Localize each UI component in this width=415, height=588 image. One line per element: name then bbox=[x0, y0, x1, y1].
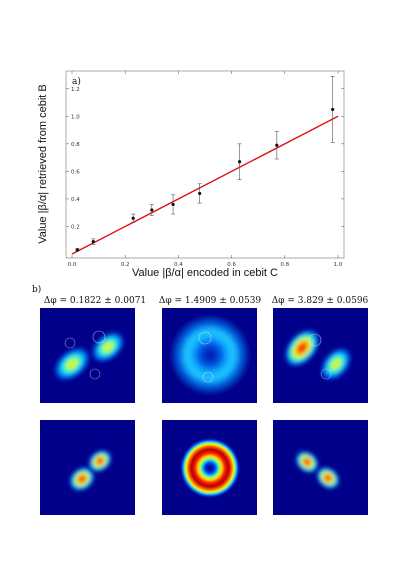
simulated-image-1 bbox=[40, 420, 135, 515]
data-point bbox=[237, 160, 242, 164]
y-tick-label: 1.0 bbox=[71, 114, 80, 120]
data-point bbox=[131, 216, 135, 220]
plot-frame bbox=[65, 70, 345, 259]
data-point bbox=[198, 191, 202, 196]
panel-b-images: b) Δφ = 0.1822 ± 0.0071 Δφ = 1.4909 ± 0.… bbox=[32, 284, 369, 515]
y-axis-ticks: 0.2 0.4 0.6 0.8 1.0 1.2 bbox=[66, 87, 344, 230]
x-tick-label: 0.4 bbox=[174, 262, 183, 268]
x-tick-label: 0.8 bbox=[280, 262, 289, 268]
y-tick-label: 0.8 bbox=[71, 142, 80, 148]
data-point bbox=[75, 248, 79, 252]
data-point bbox=[331, 107, 335, 112]
fit-line bbox=[71, 115, 339, 255]
simulated-image-2 bbox=[162, 420, 257, 515]
x-tick-label: 1.0 bbox=[334, 262, 343, 268]
data-point bbox=[150, 208, 154, 212]
data-point bbox=[275, 143, 279, 147]
measured-image-1 bbox=[40, 308, 135, 403]
y-tick-label: 0.4 bbox=[71, 197, 80, 203]
x-tick-label: 0.0 bbox=[68, 262, 77, 268]
dphi-label-2: Δφ = 1.4909 ± 0.0539 bbox=[159, 296, 262, 306]
fit-line-segment bbox=[71, 115, 339, 255]
x-tick-label: 0.2 bbox=[121, 262, 130, 268]
x-axis-title: Value |β/α| encoded in cebit C bbox=[132, 267, 278, 279]
y-axis-title: Value |β/α| retrieved from cebit B bbox=[37, 84, 49, 243]
panel-a-label: a) bbox=[72, 76, 81, 87]
data-points bbox=[75, 76, 335, 252]
simulated-image-3 bbox=[273, 420, 368, 515]
data-point bbox=[171, 202, 175, 207]
panel-b-label: b) bbox=[32, 284, 41, 295]
y-tick-label: 1.2 bbox=[71, 87, 80, 93]
measured-image-3 bbox=[273, 308, 368, 403]
panel-a-plot: a) 0.0 0.2 0.4 0.6 0.8 1.0 0.2 0.4 0.6 0.8 1.0 1.2… bbox=[37, 70, 345, 279]
dphi-label-1: Δφ = 0.1822 ± 0.0071 bbox=[44, 296, 146, 306]
data-point bbox=[91, 240, 95, 244]
dphi-label-3: Δφ = 3.829 ± 0.0596 bbox=[272, 296, 369, 306]
y-tick-label: 0.6 bbox=[71, 169, 80, 175]
x-axis-ticks: 0.0 0.2 0.4 0.6 0.8 1.0 bbox=[68, 71, 343, 268]
x-tick-label: 0.6 bbox=[227, 262, 236, 268]
y-tick-label: 0.2 bbox=[71, 224, 80, 230]
measured-image-2 bbox=[162, 308, 257, 403]
